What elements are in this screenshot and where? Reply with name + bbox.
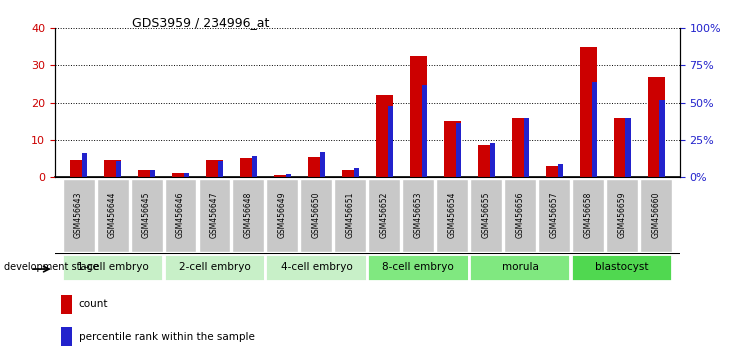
Bar xyxy=(659,100,664,177)
Bar xyxy=(150,170,155,177)
Bar xyxy=(252,156,257,177)
Bar xyxy=(61,327,72,346)
FancyBboxPatch shape xyxy=(63,178,94,252)
Bar xyxy=(580,47,596,177)
Bar xyxy=(184,172,189,177)
FancyBboxPatch shape xyxy=(640,178,672,252)
Bar xyxy=(61,295,72,314)
Text: GSM456650: GSM456650 xyxy=(312,192,321,238)
Bar xyxy=(490,143,495,177)
Bar xyxy=(240,159,257,177)
Text: count: count xyxy=(78,299,108,309)
Bar xyxy=(116,161,121,177)
Bar xyxy=(444,121,461,177)
FancyBboxPatch shape xyxy=(469,254,570,281)
Bar xyxy=(138,170,155,177)
FancyBboxPatch shape xyxy=(606,178,638,252)
FancyBboxPatch shape xyxy=(470,178,502,252)
Bar xyxy=(422,85,427,177)
FancyBboxPatch shape xyxy=(61,254,163,281)
FancyBboxPatch shape xyxy=(571,254,673,281)
Text: GSM456655: GSM456655 xyxy=(482,192,491,238)
Bar xyxy=(218,161,223,177)
Text: blastocyst: blastocyst xyxy=(595,262,649,272)
Bar xyxy=(376,95,393,177)
FancyBboxPatch shape xyxy=(436,178,469,252)
FancyBboxPatch shape xyxy=(300,178,333,252)
Text: GSM456654: GSM456654 xyxy=(448,192,457,238)
Text: 2-cell embryo: 2-cell embryo xyxy=(178,262,250,272)
FancyBboxPatch shape xyxy=(131,178,162,252)
FancyBboxPatch shape xyxy=(199,178,230,252)
Bar xyxy=(70,160,87,177)
Text: percentile rank within the sample: percentile rank within the sample xyxy=(78,331,254,342)
Text: GSM456644: GSM456644 xyxy=(108,192,117,238)
FancyBboxPatch shape xyxy=(368,178,401,252)
Text: development stage: development stage xyxy=(4,262,98,272)
Text: GSM456657: GSM456657 xyxy=(550,192,558,238)
FancyBboxPatch shape xyxy=(572,178,604,252)
Text: GSM456659: GSM456659 xyxy=(618,192,626,238)
Text: 4-cell embryo: 4-cell embryo xyxy=(281,262,352,272)
Bar xyxy=(591,82,596,177)
Bar xyxy=(626,118,631,177)
Text: GSM456660: GSM456660 xyxy=(651,192,661,238)
FancyBboxPatch shape xyxy=(232,178,265,252)
FancyBboxPatch shape xyxy=(538,178,570,252)
Bar xyxy=(274,175,291,177)
FancyBboxPatch shape xyxy=(367,254,469,281)
Text: GSM456658: GSM456658 xyxy=(583,192,593,238)
Text: GSM456652: GSM456652 xyxy=(380,192,389,238)
Text: GSM456648: GSM456648 xyxy=(244,192,253,238)
Bar xyxy=(648,77,664,177)
Bar xyxy=(172,173,189,177)
Bar xyxy=(354,168,359,177)
Bar xyxy=(387,105,393,177)
Text: GSM456649: GSM456649 xyxy=(278,192,287,238)
Bar xyxy=(308,156,325,177)
FancyBboxPatch shape xyxy=(164,254,265,281)
Bar xyxy=(613,118,631,177)
Bar xyxy=(558,164,563,177)
Bar xyxy=(545,166,563,177)
Bar xyxy=(523,118,529,177)
Text: 1-cell embryo: 1-cell embryo xyxy=(77,262,148,272)
FancyBboxPatch shape xyxy=(266,178,298,252)
Bar xyxy=(206,160,223,177)
Text: GSM456647: GSM456647 xyxy=(210,192,219,238)
Bar xyxy=(512,118,529,177)
FancyBboxPatch shape xyxy=(265,254,367,281)
Text: morula: morula xyxy=(501,262,539,272)
Bar xyxy=(82,153,87,177)
Text: GSM456646: GSM456646 xyxy=(176,192,185,238)
Bar xyxy=(410,56,427,177)
FancyBboxPatch shape xyxy=(96,178,129,252)
FancyBboxPatch shape xyxy=(334,178,366,252)
Bar xyxy=(342,170,359,177)
Bar xyxy=(478,145,495,177)
FancyBboxPatch shape xyxy=(164,178,197,252)
Text: GSM456653: GSM456653 xyxy=(414,192,423,238)
Bar xyxy=(319,152,325,177)
Text: GSM456651: GSM456651 xyxy=(346,192,355,238)
Bar xyxy=(104,160,121,177)
Text: 8-cell embryo: 8-cell embryo xyxy=(382,262,454,272)
Text: GSM456643: GSM456643 xyxy=(74,192,83,238)
Bar xyxy=(455,124,461,177)
FancyBboxPatch shape xyxy=(504,178,536,252)
Bar xyxy=(286,174,291,177)
Text: GDS3959 / 234996_at: GDS3959 / 234996_at xyxy=(132,16,269,29)
Text: GSM456656: GSM456656 xyxy=(515,192,525,238)
FancyBboxPatch shape xyxy=(402,178,434,252)
Text: GSM456645: GSM456645 xyxy=(142,192,151,238)
